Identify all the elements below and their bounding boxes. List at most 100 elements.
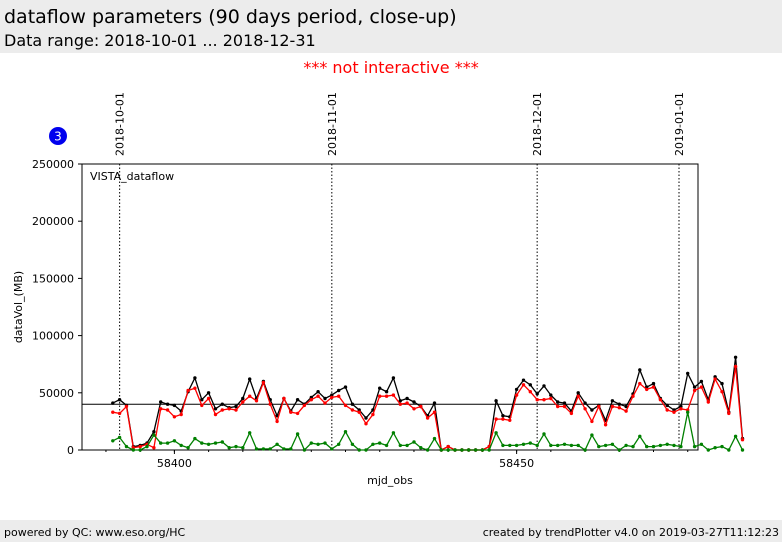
data-point <box>220 408 224 412</box>
data-point <box>665 403 669 408</box>
data-point <box>514 443 519 448</box>
data-point <box>337 442 341 446</box>
data-point <box>603 423 608 427</box>
data-point <box>446 448 450 452</box>
data-point <box>213 407 218 411</box>
data-point <box>384 443 389 448</box>
data-point <box>562 442 567 446</box>
data-point <box>405 396 409 401</box>
data-point <box>542 432 546 436</box>
data-point <box>699 379 704 384</box>
data-point <box>241 400 245 404</box>
data-point <box>521 442 526 446</box>
data-point <box>398 443 402 448</box>
data-point <box>330 395 334 400</box>
data-point <box>713 377 717 381</box>
data-point <box>398 399 402 403</box>
data-point <box>193 436 197 441</box>
data-point <box>508 443 512 448</box>
data-point <box>364 448 368 452</box>
data-point <box>268 447 272 451</box>
data-point <box>501 414 505 418</box>
data-point <box>302 448 307 452</box>
data-point <box>508 418 512 422</box>
data-point <box>391 376 396 380</box>
x-tick-label: 58400 <box>157 457 192 470</box>
data-point <box>364 416 368 420</box>
data-point <box>378 394 382 398</box>
page-title: dataflow parameters (90 days period, clo… <box>4 6 457 28</box>
data-point <box>337 394 341 398</box>
data-point <box>309 398 313 402</box>
data-point <box>569 443 574 448</box>
data-point <box>638 434 642 438</box>
data-point <box>514 387 519 392</box>
data-point <box>740 438 745 442</box>
data-point <box>412 400 416 404</box>
data-point <box>412 407 416 411</box>
data-point <box>733 364 738 369</box>
data-point <box>384 390 389 394</box>
data-point <box>699 442 704 446</box>
data-point <box>617 448 621 452</box>
data-point <box>261 447 266 451</box>
data-point <box>679 407 683 411</box>
data-point <box>473 448 478 452</box>
data-point <box>343 385 348 389</box>
data-point <box>439 448 443 452</box>
page-number-badge[interactable]: 3 <box>49 127 67 145</box>
data-point <box>152 433 156 437</box>
data-point <box>350 402 355 406</box>
data-point <box>117 435 122 440</box>
data-point <box>733 355 738 359</box>
data-point <box>624 404 628 409</box>
data-point <box>186 446 190 450</box>
data-point <box>597 444 601 449</box>
badge-number: 3 <box>54 130 62 144</box>
data-point <box>665 408 669 412</box>
data-point <box>665 442 669 446</box>
data-point <box>425 416 430 420</box>
chart-area: 3 VISTA_dataflow mjd_obs dataVol_(MB) 58… <box>12 92 745 487</box>
data-point <box>501 417 505 421</box>
data-point <box>542 398 546 402</box>
data-point <box>200 398 204 402</box>
data-point <box>556 404 560 409</box>
date-marker-label: 2019-01-01 <box>673 92 686 156</box>
date-range-subtitle: Data range: 2018-10-01 ... 2018-12-31 <box>4 31 316 50</box>
data-point <box>672 443 676 448</box>
data-point <box>405 443 409 448</box>
data-point <box>138 448 142 452</box>
data-point <box>699 385 704 389</box>
data-point <box>248 431 252 435</box>
data-point <box>206 396 211 401</box>
data-point <box>227 407 231 411</box>
data-point <box>651 381 656 386</box>
data-point <box>206 442 211 446</box>
data-point <box>248 394 252 398</box>
data-point <box>487 448 491 452</box>
data-point <box>720 381 724 386</box>
data-point <box>323 441 327 445</box>
data-point <box>713 446 717 450</box>
data-point <box>152 430 156 434</box>
data-point <box>624 443 628 448</box>
data-point <box>446 444 450 449</box>
data-point <box>323 401 327 405</box>
data-point <box>419 446 423 450</box>
data-point <box>179 412 183 417</box>
data-point <box>234 408 238 412</box>
data-point <box>645 387 649 392</box>
data-point <box>241 396 245 401</box>
data-point <box>111 410 115 414</box>
data-point <box>686 410 690 414</box>
y-axis-label: dataVol_(MB) <box>12 271 25 343</box>
data-point <box>692 388 697 393</box>
y-tick-label: 0 <box>67 444 74 457</box>
data-point <box>165 402 170 406</box>
data-point <box>172 415 177 419</box>
data-point <box>371 412 375 417</box>
data-point <box>378 386 382 390</box>
y-tick-label: 150000 <box>32 272 74 285</box>
data-point <box>562 401 567 405</box>
